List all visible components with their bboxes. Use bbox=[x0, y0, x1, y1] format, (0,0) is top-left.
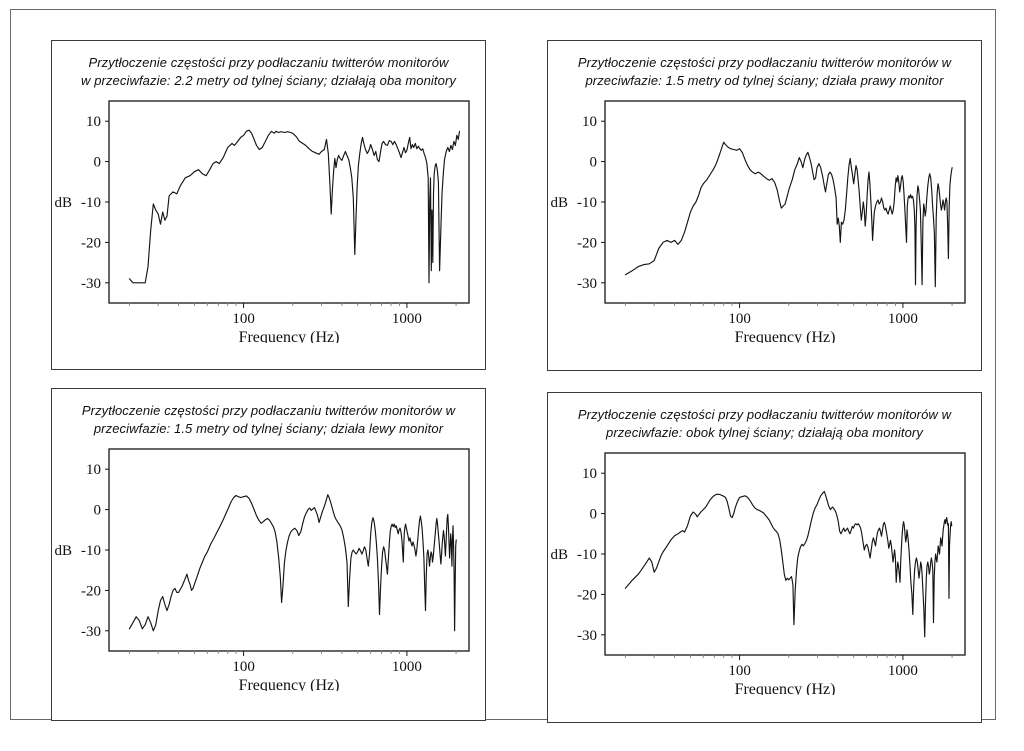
y-tick-label: -10 bbox=[577, 195, 597, 211]
chart-title-line1: Przytłoczenie częstości przy podłaczaniu… bbox=[577, 55, 952, 70]
x-tick-label: 1000 bbox=[888, 311, 918, 327]
y-tick-label: 10 bbox=[582, 114, 597, 130]
y-tick-label: -10 bbox=[81, 195, 101, 211]
x-tick-label: 1000 bbox=[392, 659, 422, 675]
y-axis-unit-label: dB bbox=[54, 195, 72, 211]
y-tick-label: -30 bbox=[577, 628, 597, 644]
response-curve bbox=[128, 129, 461, 284]
y-tick-label: -10 bbox=[81, 543, 101, 559]
chart-panel-bottom-right: Przytłoczenie częstości przy podłaczaniu… bbox=[547, 392, 982, 723]
chart-title: Przytłoczenie częstości przy podłaczaniu… bbox=[52, 389, 485, 439]
y-axis-unit-label: dB bbox=[550, 195, 568, 211]
y-tick-label: 10 bbox=[86, 462, 101, 478]
y-tick-label: -30 bbox=[81, 624, 101, 640]
y-tick-label: -30 bbox=[81, 276, 101, 292]
x-axis-title: Frequency (Hz) bbox=[239, 677, 340, 691]
chart-panel-bottom-left: Przytłoczenie częstości przy podłaczaniu… bbox=[51, 388, 486, 721]
y-tick-label: -30 bbox=[577, 276, 597, 292]
x-axis-title: Frequency (Hz) bbox=[239, 329, 340, 343]
x-tick-label: 100 bbox=[232, 311, 255, 327]
x-tick-label: 1000 bbox=[888, 663, 918, 679]
chart-title-line2: przeciwfazie: 1.5 metry od tylnej ściany… bbox=[585, 73, 944, 89]
y-tick-label: -20 bbox=[81, 583, 101, 599]
plot-box bbox=[604, 452, 966, 656]
page-border: Przytłoczenie częstości przy podłaczaniu… bbox=[10, 9, 996, 723]
y-axis-unit-label: dB bbox=[54, 543, 72, 559]
y-tick-label: -20 bbox=[81, 235, 101, 251]
chart-title-line2: przeciwfazie: obok tylnej ściany; działa… bbox=[606, 425, 923, 441]
chart-title: Przytłoczenie częstości przy podłaczaniu… bbox=[548, 41, 981, 91]
y-tick-label: 10 bbox=[86, 114, 101, 130]
x-tick-label: 100 bbox=[728, 663, 751, 679]
chart-title-line2: przeciwfazie: 1.5 metry od tylnej ściany… bbox=[93, 421, 444, 437]
y-tick-label: 0 bbox=[590, 155, 598, 171]
plot-box bbox=[108, 100, 470, 304]
response-curve bbox=[624, 490, 953, 638]
x-tick-label: 1000 bbox=[392, 311, 422, 327]
y-tick-label: -20 bbox=[577, 235, 597, 251]
x-axis-title: Frequency (Hz) bbox=[735, 681, 836, 695]
y-axis-unit-label: dB bbox=[550, 547, 568, 563]
y-tick-label: -10 bbox=[577, 547, 597, 563]
chart-title-line1: Przytłoczenie częstości przy podłaczaniu… bbox=[577, 407, 952, 422]
x-axis-title: Frequency (Hz) bbox=[735, 329, 836, 343]
chart-title: Przytłoczenie częstości przy podłaczaniu… bbox=[52, 41, 485, 91]
plot-box bbox=[604, 100, 966, 304]
y-tick-label: 0 bbox=[590, 507, 598, 523]
response-curve bbox=[624, 141, 953, 288]
chart-title-line2: w przeciwfazie: 2.2 metry od tylnej ścia… bbox=[81, 73, 456, 89]
chart-title: Przytłoczenie częstości przy podłaczaniu… bbox=[548, 393, 981, 443]
response-curve bbox=[128, 494, 457, 632]
y-tick-label: 0 bbox=[94, 155, 102, 171]
y-tick-label: 10 bbox=[582, 466, 597, 482]
y-tick-label: -20 bbox=[577, 587, 597, 603]
chart-title-line1: Przytłoczenie częstości przy podłaczaniu… bbox=[88, 55, 449, 70]
x-tick-label: 100 bbox=[728, 311, 751, 327]
chart-title-line1: Przytłoczenie częstości przy podłaczaniu… bbox=[81, 403, 456, 418]
y-tick-label: 0 bbox=[94, 503, 102, 519]
x-tick-label: 100 bbox=[232, 659, 255, 675]
chart-panel-top-left: Przytłoczenie częstości przy podłaczaniu… bbox=[51, 40, 486, 370]
chart-panel-top-right: Przytłoczenie częstości przy podłaczaniu… bbox=[547, 40, 982, 371]
